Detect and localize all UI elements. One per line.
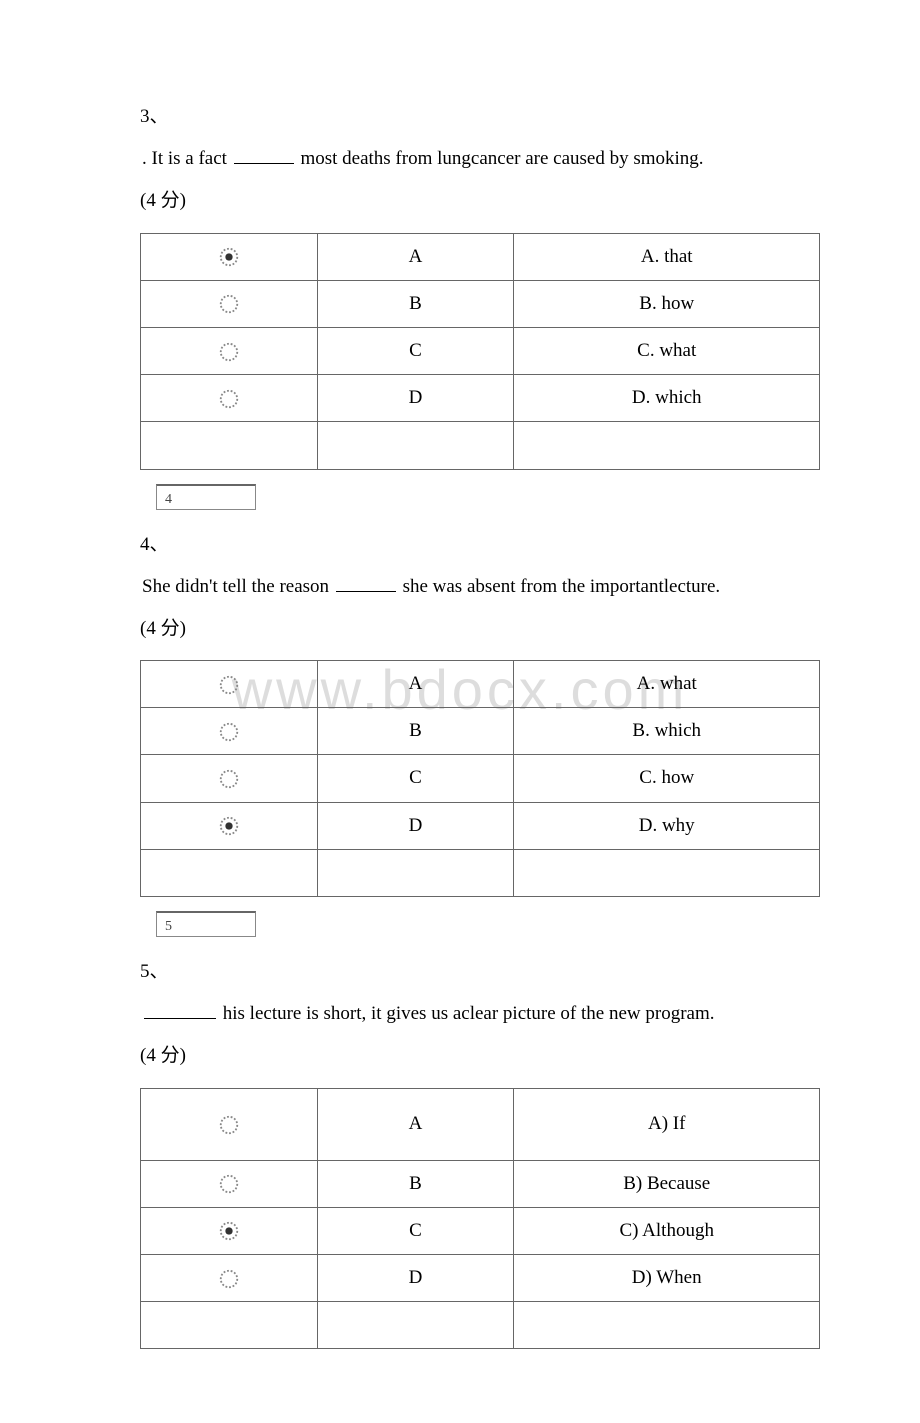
- empty-cell: [317, 422, 514, 469]
- table-row: AA. what: [141, 661, 820, 708]
- option-answer: C. what: [514, 327, 820, 374]
- empty-cell: [317, 849, 514, 896]
- option-letter: A: [317, 661, 514, 708]
- option-letter: A: [317, 1088, 514, 1160]
- table-row: BB. which: [141, 708, 820, 755]
- table-row: CC. what: [141, 327, 820, 374]
- table-row: BB) Because: [141, 1160, 820, 1207]
- option-answer: B) Because: [514, 1160, 820, 1207]
- empty-cell: [141, 1302, 318, 1349]
- blank-line: [144, 1018, 216, 1019]
- radio-option[interactable]: [141, 661, 318, 708]
- options-table: AA. thatBB. howCC. whatDD. which: [140, 233, 820, 470]
- radio-option[interactable]: [141, 280, 318, 327]
- option-answer: D) When: [514, 1254, 820, 1301]
- question-points: (4 分): [140, 184, 820, 218]
- question-points: (4 分): [140, 1039, 820, 1073]
- radio-option[interactable]: [141, 1160, 318, 1207]
- score-input[interactable]: 4: [156, 484, 256, 510]
- blank-line: [234, 163, 294, 164]
- question-text: his lecture is short, it gives us aclear…: [140, 997, 820, 1031]
- score-input[interactable]: 5: [156, 911, 256, 937]
- table-row: [141, 422, 820, 469]
- radio-option[interactable]: [141, 327, 318, 374]
- option-letter: D: [317, 375, 514, 422]
- empty-cell: [317, 1302, 514, 1349]
- option-letter: B: [317, 708, 514, 755]
- radio-option[interactable]: [141, 1207, 318, 1254]
- empty-cell: [141, 422, 318, 469]
- question-text: . It is a fact most deaths from lungcanc…: [140, 142, 820, 176]
- question-number: 3、: [140, 100, 820, 134]
- option-letter: C: [317, 1207, 514, 1254]
- table-row: DD. why: [141, 802, 820, 849]
- option-letter: A: [317, 233, 514, 280]
- empty-cell: [514, 422, 820, 469]
- option-answer: A) If: [514, 1088, 820, 1160]
- radio-option[interactable]: [141, 802, 318, 849]
- empty-cell: [514, 1302, 820, 1349]
- option-answer: D. which: [514, 375, 820, 422]
- radio-option[interactable]: [141, 375, 318, 422]
- options-table: AA) IfBB) BecauseCC) AlthoughDD) When: [140, 1088, 820, 1350]
- option-letter: C: [317, 327, 514, 374]
- option-answer: D. why: [514, 802, 820, 849]
- table-row: [141, 849, 820, 896]
- question-text: She didn't tell the reason she was absen…: [140, 570, 820, 604]
- empty-cell: [514, 849, 820, 896]
- option-letter: D: [317, 1254, 514, 1301]
- option-answer: C) Although: [514, 1207, 820, 1254]
- radio-option[interactable]: [141, 708, 318, 755]
- radio-option[interactable]: [141, 1088, 318, 1160]
- radio-option[interactable]: [141, 755, 318, 802]
- table-row: [141, 1302, 820, 1349]
- question-number: 5、: [140, 955, 820, 989]
- table-row: BB. how: [141, 280, 820, 327]
- option-letter: B: [317, 1160, 514, 1207]
- table-row: DD) When: [141, 1254, 820, 1301]
- option-letter: D: [317, 802, 514, 849]
- option-answer: A. that: [514, 233, 820, 280]
- empty-cell: [141, 849, 318, 896]
- table-row: AA) If: [141, 1088, 820, 1160]
- option-answer: B. which: [514, 708, 820, 755]
- table-row: CC) Although: [141, 1207, 820, 1254]
- table-row: DD. which: [141, 375, 820, 422]
- option-answer: B. how: [514, 280, 820, 327]
- option-answer: A. what: [514, 661, 820, 708]
- options-table: AA. whatBB. whichCC. howDD. why: [140, 660, 820, 897]
- table-row: AA. that: [141, 233, 820, 280]
- table-row: CC. how: [141, 755, 820, 802]
- question-points: (4 分): [140, 612, 820, 646]
- blank-line: [336, 591, 396, 592]
- option-letter: B: [317, 280, 514, 327]
- questions-container: 3、 . It is a fact most deaths from lungca…: [140, 100, 820, 1349]
- question-number: 4、: [140, 528, 820, 562]
- option-answer: C. how: [514, 755, 820, 802]
- radio-option[interactable]: [141, 1254, 318, 1301]
- radio-option[interactable]: [141, 233, 318, 280]
- option-letter: C: [317, 755, 514, 802]
